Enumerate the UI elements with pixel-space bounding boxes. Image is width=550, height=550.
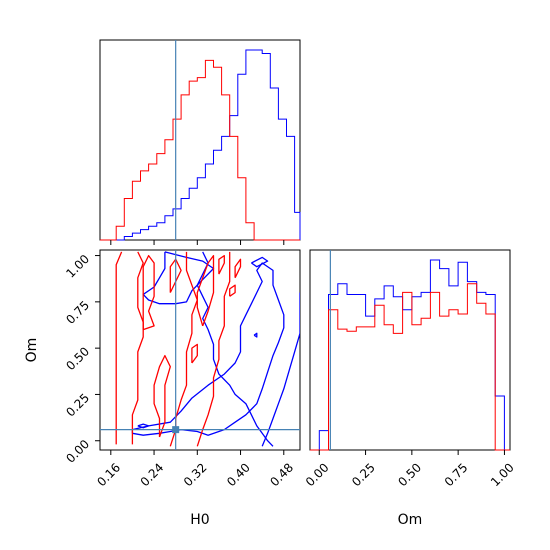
contour-series-1-line-5: [153, 354, 171, 438]
histogram-om-frame: [309, 249, 511, 451]
contour-series-1-line-3: [196, 251, 231, 447]
contour-series-0-line-1: [131, 262, 285, 436]
contour-series-1-line-10: [191, 343, 198, 364]
contour-series-0-line-5: [251, 256, 269, 268]
truth-marker: [172, 426, 180, 434]
contour-series-1-line-9: [234, 258, 242, 279]
histogram-h0-series: [100, 49, 301, 241]
hist-h0-series-1-step: [100, 59, 300, 241]
contour-series-0-line-3: [261, 292, 300, 447]
contour-series-0-line-6: [253, 332, 258, 338]
contour-series-1-line-4: [142, 254, 155, 331]
hist-h0-series-0-step: [100, 49, 301, 241]
y-axis-label-om: Om: [24, 338, 40, 363]
histogram-h0-frame: [99, 39, 301, 241]
contour-series-1-line-1: [131, 251, 144, 445]
x-axis-label-om: Om: [398, 512, 423, 528]
histogram-h0-ticks: [110, 240, 285, 245]
contour-truth: [100, 250, 300, 450]
histogram-om-series: [310, 259, 510, 451]
contour-frame: [99, 249, 301, 451]
contour-series-0-line-4: [137, 423, 150, 429]
contour-series-1-line-6: [196, 254, 215, 327]
contour-series-1-line-0: [115, 251, 123, 445]
hist-om-series-1-step: [310, 283, 510, 451]
x-axis-label-h0: H0: [190, 512, 209, 528]
contour-series-1-line-11: [229, 284, 236, 297]
histogram-panel-h0: [99, 39, 301, 245]
contour-series-1-line-8: [218, 254, 225, 275]
